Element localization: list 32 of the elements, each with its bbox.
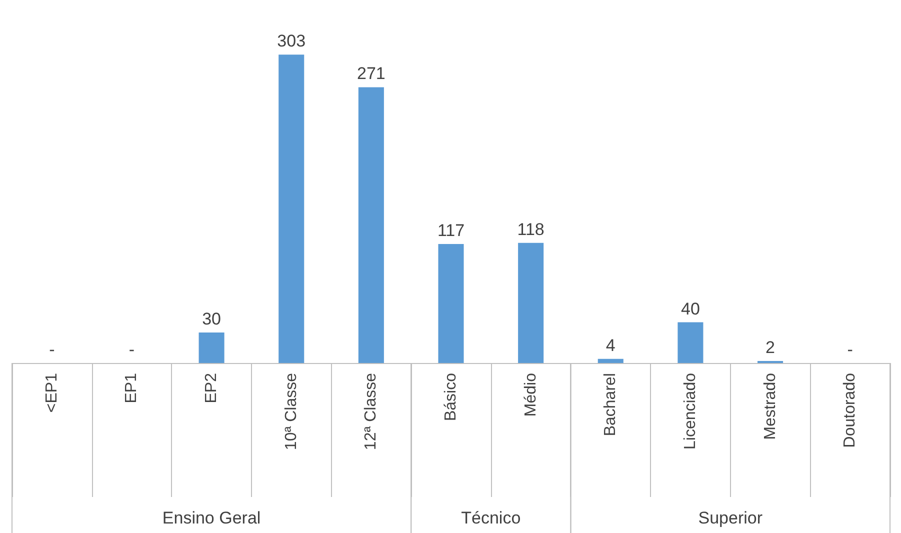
x-tick-label: Básico (442, 372, 460, 422)
data-label: 303 (277, 32, 306, 51)
data-label: 30 (202, 309, 222, 328)
data-label: - (128, 340, 135, 359)
x-tick-label: EP2 (203, 372, 220, 404)
text: Superior (698, 508, 763, 528)
x-tick-label: 12ª Classe (362, 372, 380, 450)
bar (678, 322, 704, 363)
bar (438, 244, 464, 363)
bar (518, 242, 544, 363)
x-tick-label: EP1 (123, 372, 140, 404)
x-tick-label: Doutorado (842, 372, 859, 448)
x-tick-label: Mestrado (762, 372, 779, 440)
data-label: - (49, 340, 55, 359)
x-tick-label: Licenciado (682, 372, 699, 450)
x-tick-label: 10ª Classe (282, 372, 300, 450)
bar (278, 54, 304, 363)
data-label: 271 (356, 64, 386, 84)
x-tick-label: <EP1 (43, 372, 60, 413)
text: Técnico (461, 508, 521, 528)
data-label: 118 (517, 220, 544, 239)
bar (198, 332, 224, 363)
data-label: 40 (680, 299, 700, 318)
data-label: 2 (766, 338, 776, 357)
bar (358, 87, 384, 363)
data-label: 4 (606, 336, 616, 355)
text: Ensino Geral (162, 508, 261, 528)
x-tick-label: Bacharel (602, 373, 620, 436)
bar (598, 358, 624, 363)
x-tick-label: Médio (522, 372, 540, 417)
data-label: 117 (437, 220, 465, 240)
data-label: - (847, 340, 853, 359)
